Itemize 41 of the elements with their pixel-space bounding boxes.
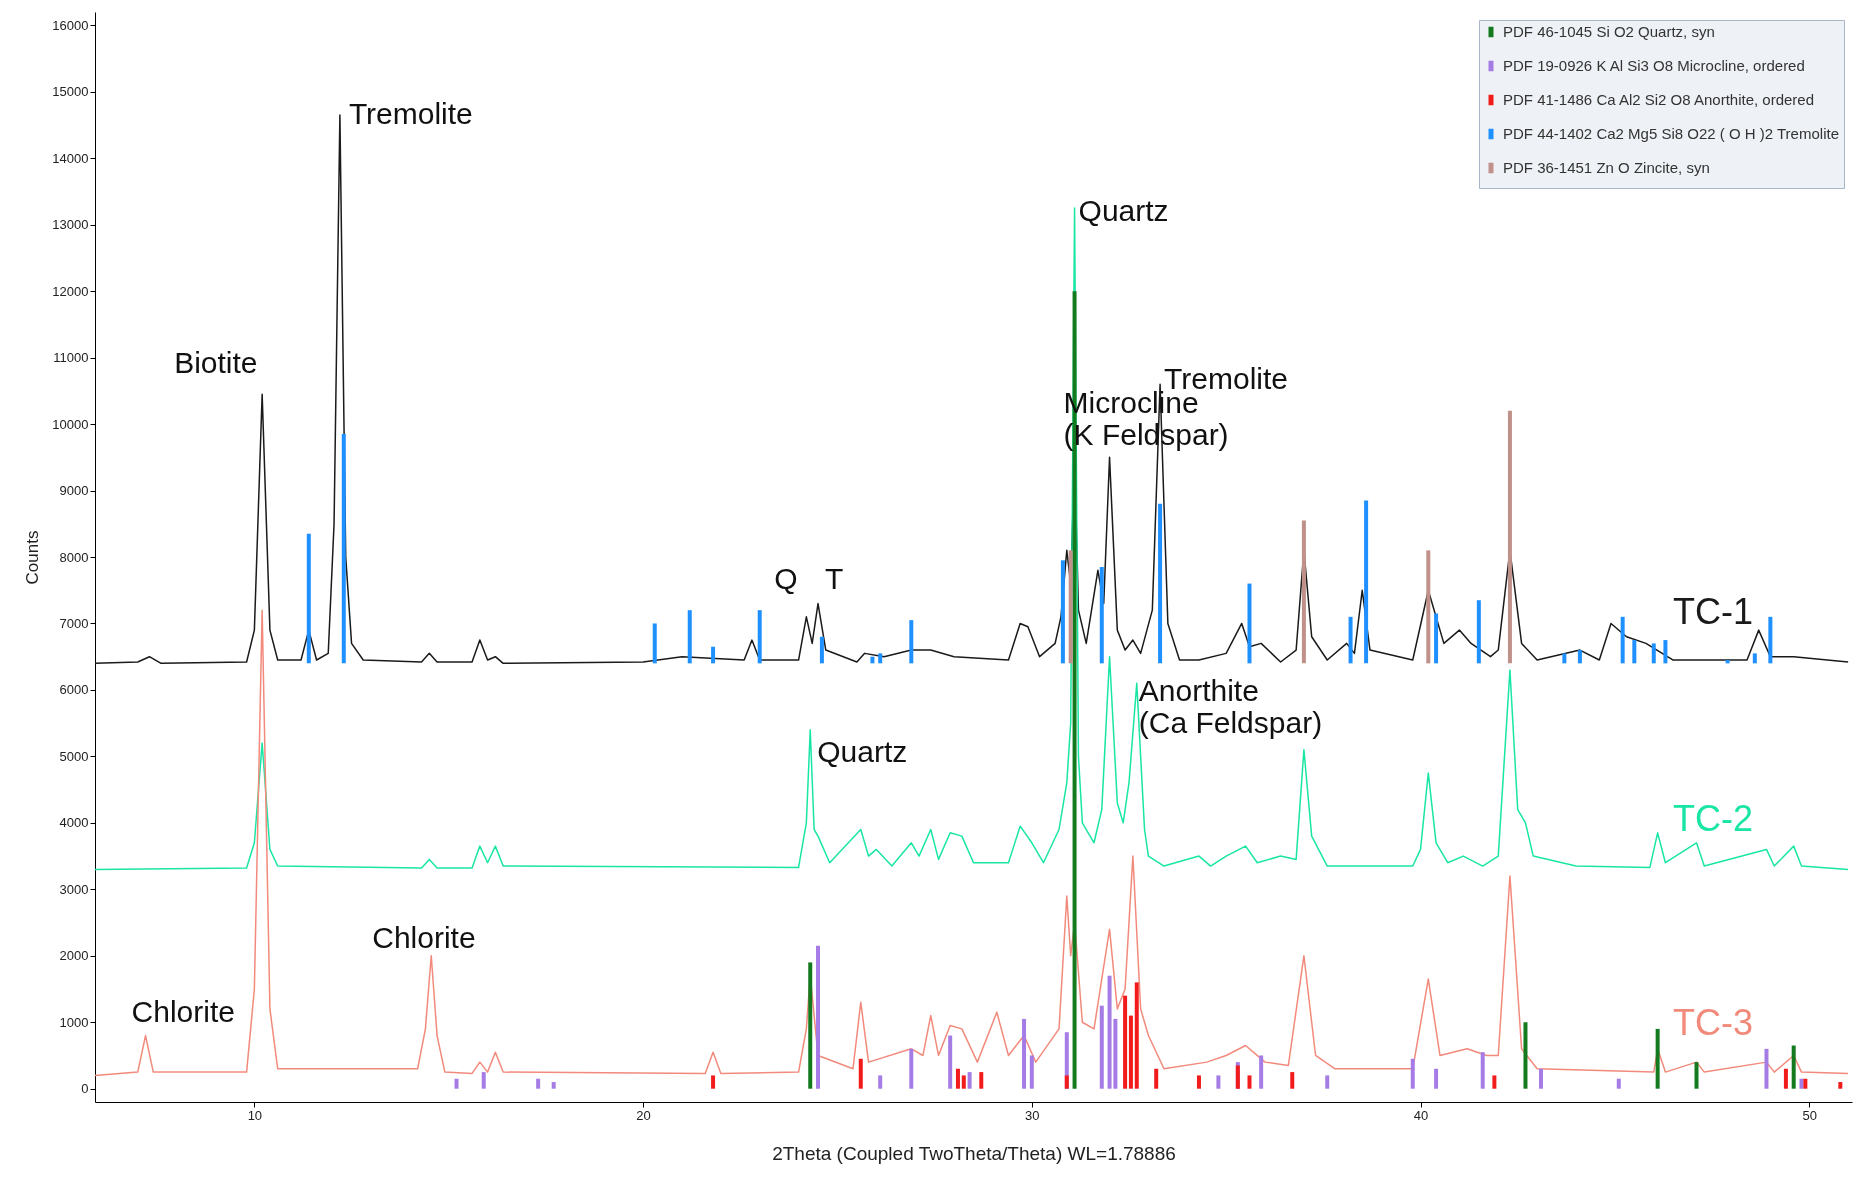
x-tick-label: 40: [1413, 1107, 1429, 1123]
y-tick-label: 5000: [59, 748, 89, 764]
series-label: TC-3: [1673, 1002, 1754, 1044]
y-tick-label: 0: [81, 1081, 89, 1097]
annotation: T: [825, 561, 844, 595]
y-tick-label: 12000: [52, 283, 89, 299]
annotation: Anorthite (Ca Feldspar): [1138, 674, 1323, 740]
y-tick-label: 4000: [59, 815, 89, 831]
y-axis-title: Counts: [23, 530, 43, 585]
annotation: Quartz: [817, 734, 908, 768]
y-tick-label: 9000: [59, 483, 89, 499]
x-tick-label: 10: [247, 1107, 263, 1123]
x-tick-label: 20: [636, 1107, 651, 1123]
y-tick-label: 6000: [59, 682, 89, 698]
annotation: Quartz: [1078, 194, 1169, 228]
annotation: Tremolite: [348, 97, 473, 131]
y-tick-label: 15000: [52, 84, 89, 100]
series-label: TC-2: [1673, 798, 1754, 840]
legend-label: PDF 46-1045 Si O2 Quartz, syn: [1503, 23, 1715, 40]
annotation: Biotite: [174, 346, 258, 380]
series-label: TC-1: [1673, 591, 1754, 633]
legend-label: PDF 41-1486 Ca Al2 Si2 O8 Anorthite, ordered: [1503, 91, 1815, 108]
annotation: Chlorite: [131, 994, 235, 1028]
legend-label: PDF 19-0926 K Al Si3 O8 Microcline, ordered: [1503, 57, 1805, 74]
legend-label: PDF 36-1451 Zn O Zincite, syn: [1503, 159, 1710, 176]
y-tick-label: 14000: [52, 150, 89, 166]
x-tick-label: 50: [1802, 1107, 1817, 1123]
y-tick-label: 13000: [52, 217, 89, 233]
y-tick-label: 10000: [52, 416, 89, 432]
y-tick-label: 7000: [59, 615, 89, 631]
y-tick-label: 3000: [59, 881, 89, 897]
annotation: Chlorite: [372, 920, 476, 954]
x-tick-label: 30: [1025, 1107, 1040, 1123]
x-axis-title: 2Theta (Coupled TwoTheta/Theta) WL=1.78886: [772, 1142, 1176, 1164]
y-tick-label: 11000: [53, 350, 89, 366]
y-tick-label: 16000: [52, 17, 89, 33]
legend-label: PDF 44-1402 Ca2 Mg5 Si8 O22 ( O H )2 Tremolite: [1503, 125, 1839, 142]
y-tick-label: 1000: [59, 1014, 89, 1030]
annotation: Q: [774, 561, 798, 595]
y-tick-label: 2000: [59, 948, 89, 964]
y-tick-label: 8000: [59, 549, 89, 565]
